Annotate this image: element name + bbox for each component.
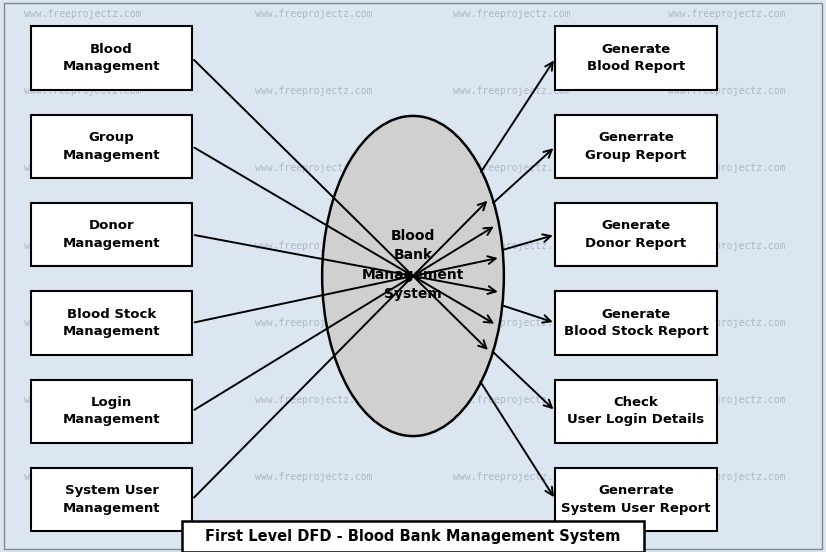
- Text: Blood
Bank
Management
System: Blood Bank Management System: [362, 229, 464, 301]
- Text: Generrate
System User Report: Generrate System User Report: [562, 484, 710, 515]
- Text: www.freeprojectz.com: www.freeprojectz.com: [668, 163, 786, 173]
- Text: Group
Management: Group Management: [63, 131, 160, 162]
- Text: Generate
Donor Report: Generate Donor Report: [586, 219, 686, 250]
- FancyBboxPatch shape: [556, 115, 716, 178]
- Text: First Level DFD - Blood Bank Management System: First Level DFD - Blood Bank Management …: [206, 529, 620, 544]
- FancyBboxPatch shape: [556, 468, 716, 531]
- Text: www.freeprojectz.com: www.freeprojectz.com: [453, 9, 571, 19]
- Text: www.freeprojectz.com: www.freeprojectz.com: [24, 395, 141, 405]
- FancyBboxPatch shape: [31, 468, 192, 531]
- Text: www.freeprojectz.com: www.freeprojectz.com: [24, 86, 141, 96]
- Text: Blood
Management: Blood Management: [63, 43, 160, 73]
- Text: www.freeprojectz.com: www.freeprojectz.com: [255, 9, 373, 19]
- Text: Check
User Login Details: Check User Login Details: [567, 396, 705, 427]
- Text: www.freeprojectz.com: www.freeprojectz.com: [24, 241, 141, 251]
- Text: www.freeprojectz.com: www.freeprojectz.com: [453, 473, 571, 482]
- Text: Login
Management: Login Management: [63, 396, 160, 427]
- Text: System User
Management: System User Management: [63, 484, 160, 515]
- Text: Donor
Management: Donor Management: [63, 219, 160, 250]
- FancyBboxPatch shape: [31, 291, 192, 355]
- FancyBboxPatch shape: [556, 26, 716, 89]
- FancyBboxPatch shape: [556, 380, 716, 443]
- Text: www.freeprojectz.com: www.freeprojectz.com: [453, 163, 571, 173]
- Text: www.freeprojectz.com: www.freeprojectz.com: [255, 318, 373, 328]
- Text: www.freeprojectz.com: www.freeprojectz.com: [668, 241, 786, 251]
- Text: www.freeprojectz.com: www.freeprojectz.com: [24, 318, 141, 328]
- Text: Generrate
Group Report: Generrate Group Report: [586, 131, 686, 162]
- Text: www.freeprojectz.com: www.freeprojectz.com: [24, 9, 141, 19]
- FancyBboxPatch shape: [31, 380, 192, 443]
- Text: www.freeprojectz.com: www.freeprojectz.com: [668, 86, 786, 96]
- FancyBboxPatch shape: [556, 291, 716, 355]
- Text: www.freeprojectz.com: www.freeprojectz.com: [668, 473, 786, 482]
- Text: Generate
Blood Report: Generate Blood Report: [587, 43, 685, 73]
- Text: www.freeprojectz.com: www.freeprojectz.com: [24, 473, 141, 482]
- FancyBboxPatch shape: [31, 203, 192, 267]
- Text: www.freeprojectz.com: www.freeprojectz.com: [255, 241, 373, 251]
- Text: www.freeprojectz.com: www.freeprojectz.com: [255, 163, 373, 173]
- Ellipse shape: [322, 116, 504, 436]
- Text: www.freeprojectz.com: www.freeprojectz.com: [453, 395, 571, 405]
- Text: www.freeprojectz.com: www.freeprojectz.com: [668, 9, 786, 19]
- FancyBboxPatch shape: [31, 115, 192, 178]
- FancyBboxPatch shape: [556, 203, 716, 267]
- Text: www.freeprojectz.com: www.freeprojectz.com: [668, 318, 786, 328]
- Text: Generate
Blood Stock Report: Generate Blood Stock Report: [563, 307, 709, 338]
- Text: www.freeprojectz.com: www.freeprojectz.com: [453, 86, 571, 96]
- Text: www.freeprojectz.com: www.freeprojectz.com: [24, 163, 141, 173]
- FancyBboxPatch shape: [31, 26, 192, 89]
- Text: www.freeprojectz.com: www.freeprojectz.com: [453, 241, 571, 251]
- Text: www.freeprojectz.com: www.freeprojectz.com: [255, 86, 373, 96]
- FancyBboxPatch shape: [182, 521, 644, 552]
- Text: www.freeprojectz.com: www.freeprojectz.com: [255, 473, 373, 482]
- Text: www.freeprojectz.com: www.freeprojectz.com: [453, 318, 571, 328]
- Text: www.freeprojectz.com: www.freeprojectz.com: [255, 395, 373, 405]
- Text: www.freeprojectz.com: www.freeprojectz.com: [668, 395, 786, 405]
- Text: Blood Stock
Management: Blood Stock Management: [63, 307, 160, 338]
